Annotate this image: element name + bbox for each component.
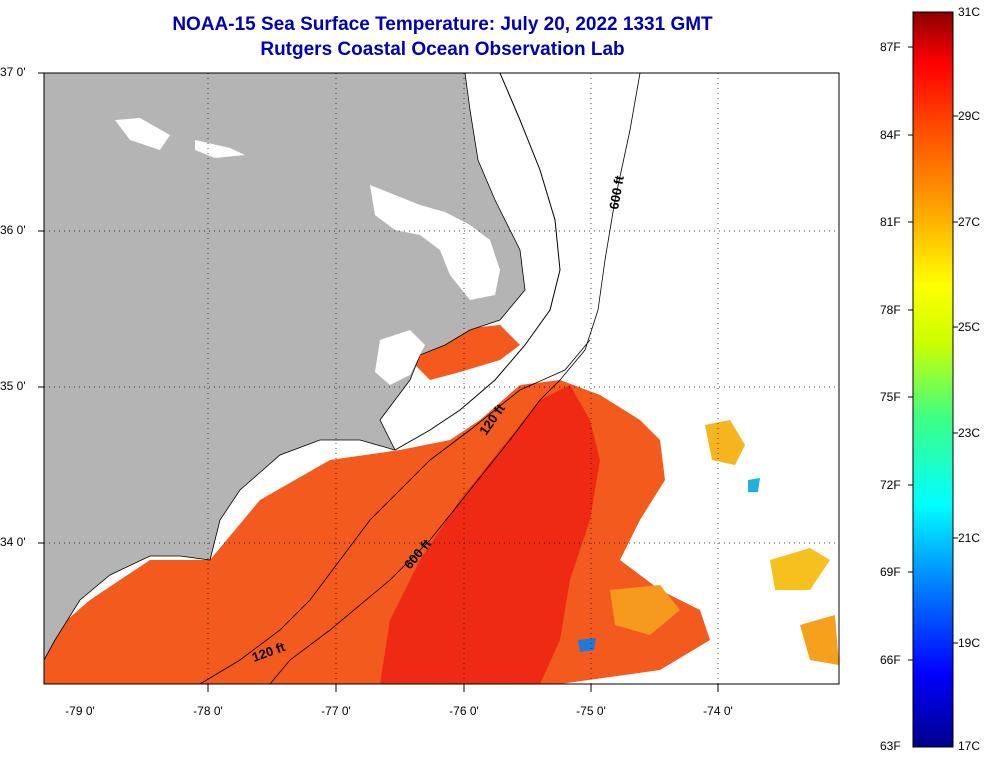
sst-coldspot-2 <box>748 478 760 492</box>
lat-label-36: 36 0' <box>0 223 26 237</box>
lon-label-76: -76 0' <box>449 704 479 718</box>
colorbar-c-17: 17C <box>958 739 981 753</box>
colorbar-c-19: 19C <box>958 636 981 650</box>
sst-cool-patch-2 <box>770 548 830 590</box>
lat-label-35: 35 0' <box>0 379 26 393</box>
map-subtitle: Rutgers Coastal Ocean Observation Lab <box>260 39 625 60</box>
graticule <box>44 73 839 684</box>
lon-label-79: -79 0' <box>65 704 95 718</box>
lon-label-77: -77 0' <box>321 704 351 718</box>
lat-label-34: 34 0' <box>0 535 26 549</box>
colorbar-c-21: 21C <box>958 531 981 545</box>
map-frame <box>43 72 840 685</box>
map-title: NOAA-15 Sea Surface Temperature: July 20… <box>172 14 713 35</box>
colorbar-ticks <box>908 46 958 661</box>
colorbar-f-69: 69F <box>880 565 901 579</box>
sst-coldspot <box>578 638 596 652</box>
sst-cool-patch <box>705 420 745 465</box>
outer-banks <box>394 73 561 451</box>
albemarle-sound <box>115 118 170 150</box>
colorbar-f-75: 75F <box>880 390 901 404</box>
colorbar-f-81: 81F <box>880 215 901 229</box>
colorbar-f-84: 84F <box>880 128 901 142</box>
sst-cool-patch-4 <box>610 585 680 635</box>
colorbar-c-23: 23C <box>958 426 981 440</box>
isobath-label-600-north: 600 ft <box>606 174 627 211</box>
river-inlet <box>195 140 245 158</box>
colorbar-f-87: 87F <box>880 40 901 54</box>
colorbar-c-29: 29C <box>958 109 981 123</box>
colorbar-f-66: 66F <box>880 653 901 667</box>
sst-hot-core <box>380 385 600 684</box>
sst-cool-patch-3 <box>800 615 839 665</box>
pamlico-sound <box>370 185 500 300</box>
lon-label-74: -74 0' <box>703 704 733 718</box>
neuse-estuary <box>375 330 425 385</box>
colorbar-c-31: 31C <box>958 5 981 19</box>
lon-label-75: -75 0' <box>576 704 606 718</box>
colorbar-f-72: 72F <box>880 478 901 492</box>
isobath-600ft <box>269 73 641 684</box>
lon-label-78: -78 0' <box>193 704 223 718</box>
colorbar-c-25: 25C <box>958 320 981 334</box>
colorbar-c-27: 27C <box>958 215 981 229</box>
colorbar-f-63: 63F <box>880 739 901 753</box>
colorbar-scale <box>912 11 954 748</box>
axis-ticks <box>38 72 719 692</box>
lat-label-37: 37 0' <box>0 65 26 79</box>
colorbar-f-78: 78F <box>880 303 901 317</box>
isobath-120ft <box>199 339 591 684</box>
